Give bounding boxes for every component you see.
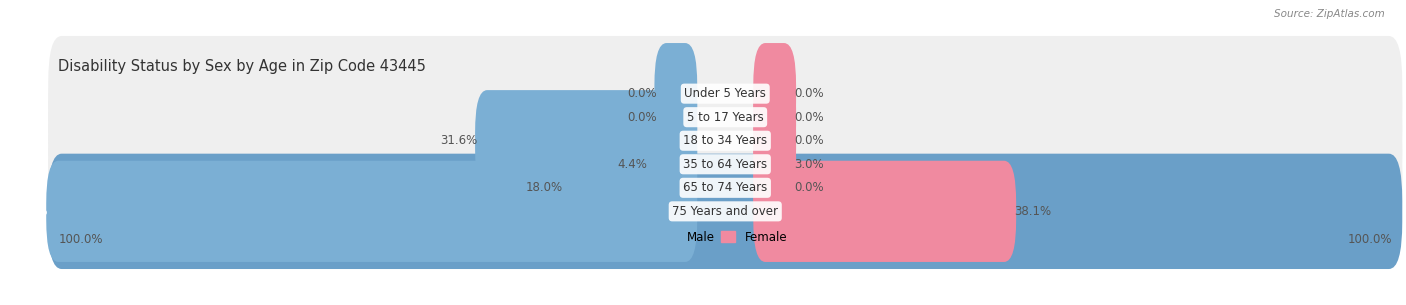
Text: 0.0%: 0.0% [794, 111, 824, 124]
FancyBboxPatch shape [754, 66, 796, 168]
FancyBboxPatch shape [654, 66, 697, 168]
FancyBboxPatch shape [48, 107, 1402, 222]
Text: 0.0%: 0.0% [627, 111, 657, 124]
FancyBboxPatch shape [561, 137, 697, 239]
Text: 65 to 74 Years: 65 to 74 Years [683, 181, 768, 194]
Text: Source: ZipAtlas.com: Source: ZipAtlas.com [1274, 9, 1385, 19]
FancyBboxPatch shape [48, 130, 1402, 246]
FancyBboxPatch shape [754, 137, 796, 239]
Text: 31.6%: 31.6% [440, 134, 477, 147]
Text: 18 to 34 Years: 18 to 34 Years [683, 134, 768, 147]
Text: 38.1%: 38.1% [1014, 205, 1052, 218]
FancyBboxPatch shape [754, 161, 1017, 262]
FancyBboxPatch shape [754, 43, 796, 144]
FancyBboxPatch shape [48, 83, 1402, 198]
Text: 0.0%: 0.0% [794, 181, 824, 194]
Text: 100.0%: 100.0% [4, 205, 48, 218]
FancyBboxPatch shape [475, 90, 697, 191]
FancyBboxPatch shape [654, 43, 697, 144]
Text: 3.0%: 3.0% [794, 158, 824, 171]
Text: 100.0%: 100.0% [58, 233, 103, 246]
Text: 5 to 17 Years: 5 to 17 Years [688, 111, 763, 124]
Text: 0.0%: 0.0% [627, 87, 657, 100]
FancyBboxPatch shape [645, 114, 697, 215]
FancyBboxPatch shape [48, 36, 1402, 151]
Text: 75 Years and over: 75 Years and over [672, 205, 779, 218]
FancyBboxPatch shape [48, 59, 1402, 175]
Text: 18.0%: 18.0% [526, 181, 562, 194]
Text: 35 to 64 Years: 35 to 64 Years [683, 158, 768, 171]
Text: 0.0%: 0.0% [794, 87, 824, 100]
Legend: Male, Female: Male, Female [658, 226, 792, 248]
FancyBboxPatch shape [48, 154, 1402, 269]
Text: 100.0%: 100.0% [1348, 233, 1392, 246]
FancyBboxPatch shape [754, 90, 796, 191]
Text: 4.4%: 4.4% [617, 158, 648, 171]
FancyBboxPatch shape [46, 161, 697, 262]
Text: 0.0%: 0.0% [794, 134, 824, 147]
Text: Disability Status by Sex by Age in Zip Code 43445: Disability Status by Sex by Age in Zip C… [58, 59, 426, 74]
Text: Under 5 Years: Under 5 Years [685, 87, 766, 100]
FancyBboxPatch shape [754, 114, 796, 215]
